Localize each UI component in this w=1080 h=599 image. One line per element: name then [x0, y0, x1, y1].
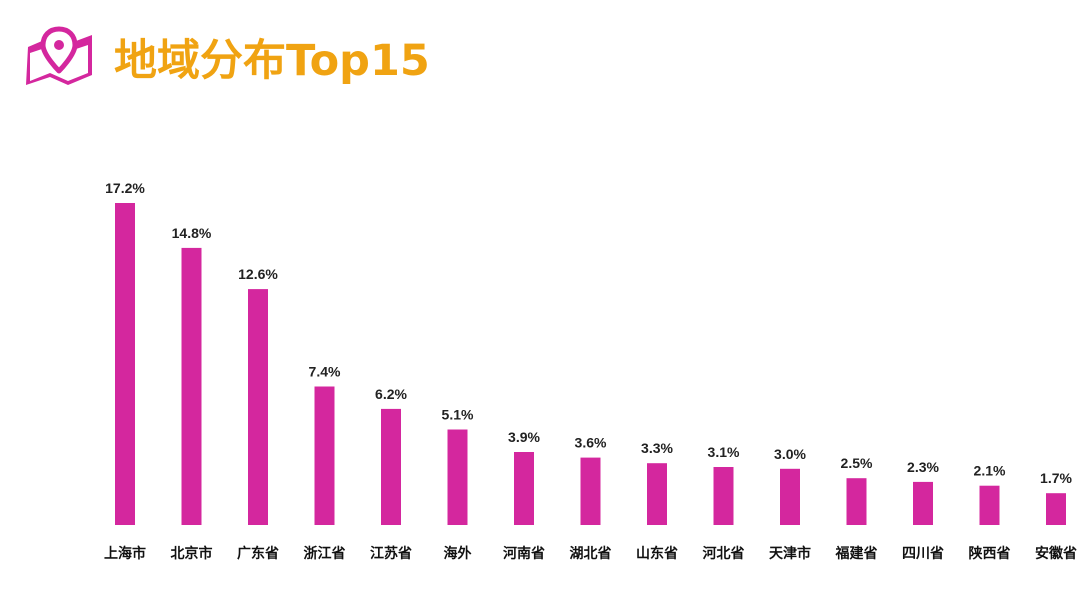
category-label: 浙江省	[304, 545, 346, 562]
bar-8	[580, 457, 601, 525]
category-label: 四川省	[902, 545, 944, 562]
bar-3	[248, 289, 268, 525]
bar-1	[115, 203, 135, 525]
category-label: 上海市	[104, 545, 146, 562]
bar-7	[514, 452, 534, 525]
category-label: 山东省	[636, 545, 678, 562]
value-label: 14.8%	[172, 225, 212, 241]
bar-14	[979, 485, 1000, 525]
bar-2	[181, 247, 202, 525]
category-label: 海外	[444, 545, 472, 562]
value-label: 2.1%	[974, 463, 1006, 479]
category-label: 河北省	[703, 545, 745, 562]
value-label: 17.2%	[105, 180, 145, 196]
category-label: 福建省	[835, 545, 878, 562]
value-label: 6.2%	[375, 386, 407, 402]
bar-11	[780, 468, 800, 525]
category-label: 北京市	[171, 545, 213, 562]
category-label: 安徽省	[1035, 545, 1077, 562]
bar-12	[846, 478, 867, 525]
bar-6	[447, 429, 468, 525]
page-title: 地域分布Top15	[114, 36, 430, 86]
category-label: 江苏省	[370, 545, 412, 562]
value-label: 3.3%	[641, 440, 673, 456]
value-label: 2.5%	[841, 455, 873, 471]
category-label: 天津市	[769, 545, 811, 562]
category-label: 河南省	[503, 545, 545, 562]
category-label: 陕西省	[969, 545, 1011, 562]
value-label: 12.6%	[238, 266, 278, 282]
value-label: 3.6%	[575, 435, 607, 451]
bar-5	[381, 408, 401, 525]
value-label: 3.1%	[708, 444, 740, 460]
value-label: 3.0%	[774, 446, 806, 462]
bar-10	[713, 467, 734, 525]
header: 地域分布Top15	[22, 22, 430, 92]
value-label: 1.7%	[1040, 470, 1072, 486]
map-pin-icon	[26, 26, 92, 85]
value-label: 3.9%	[508, 429, 540, 445]
bar-13	[913, 481, 933, 525]
bar-4	[314, 386, 335, 525]
value-label: 5.1%	[442, 407, 474, 423]
category-label: 湖北省	[570, 545, 612, 562]
bar-9	[647, 463, 667, 525]
category-label: 广东省	[237, 545, 279, 562]
bar-15	[1046, 493, 1066, 525]
value-label: 7.4%	[309, 364, 341, 380]
value-label: 2.3%	[907, 459, 939, 475]
